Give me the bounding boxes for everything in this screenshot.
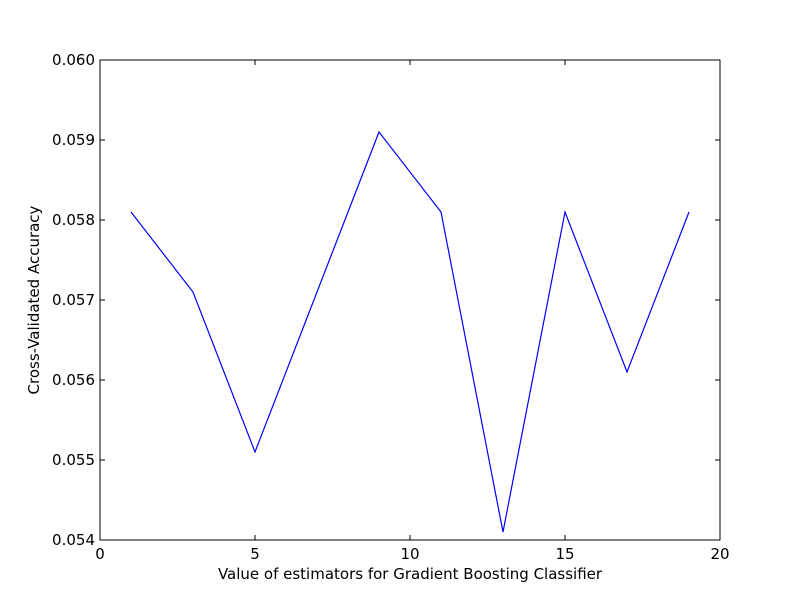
- y-tick-label: 0.055: [52, 451, 95, 469]
- x-axis-label: Value of estimators for Gradient Boostin…: [218, 565, 603, 583]
- y-axis-label: Cross-Validated Accuracy: [25, 205, 43, 394]
- y-tick-label: 0.057: [52, 291, 95, 309]
- x-tick-label: 5: [250, 545, 260, 563]
- series-line: [130, 130, 690, 533]
- y-tick-label: 0.059: [52, 131, 95, 149]
- y-tick-label: 0.060: [52, 51, 95, 69]
- y-tick-label: 0.056: [52, 371, 95, 389]
- series-group: [130, 130, 690, 533]
- plot-area-frame: [99, 59, 721, 541]
- y-tick-label: 0.054: [52, 531, 95, 549]
- x-tick-label: 20: [710, 545, 729, 563]
- x-tick-label: 15: [555, 545, 574, 563]
- x-tick-label: 0: [95, 545, 105, 563]
- y-tick-label: 0.058: [52, 211, 95, 229]
- axis-ticks: 0 5 10 15 20 0.054 0.055 0.056 0.057 0.058 0.059 0.…: [52, 51, 730, 563]
- x-tick-label: 10: [400, 545, 419, 563]
